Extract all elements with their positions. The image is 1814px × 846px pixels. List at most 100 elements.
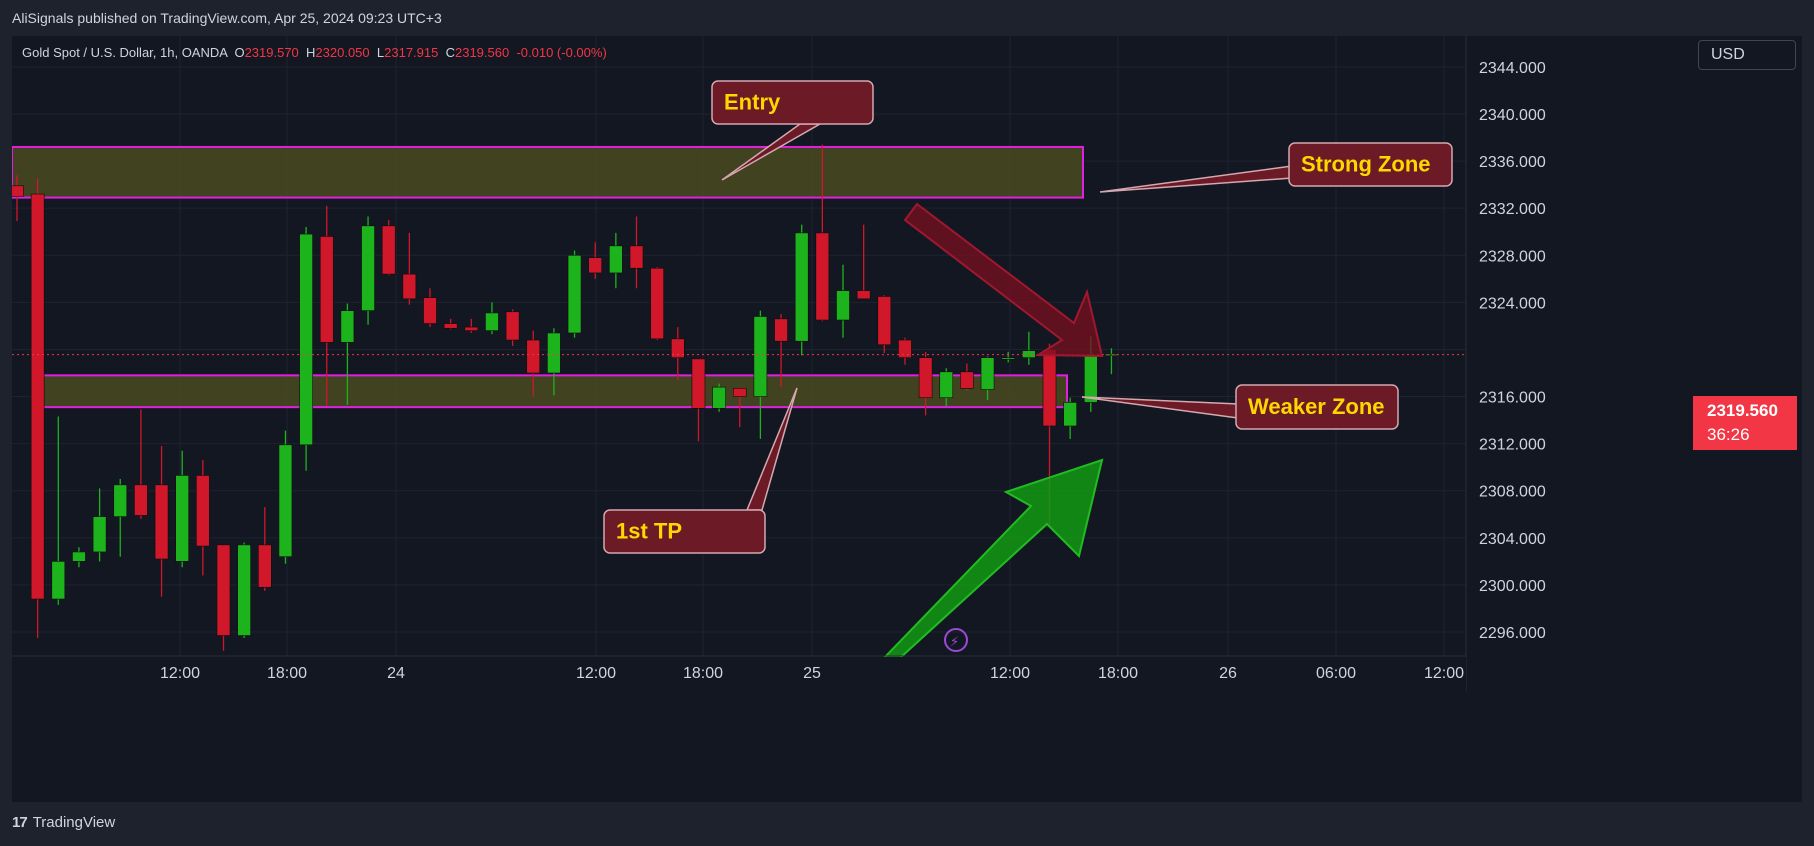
footer: 17 TradingView: [12, 814, 115, 831]
candle-body: [918, 357, 933, 399]
y-tick-label: 2308.000: [1479, 484, 1546, 501]
candle-body: [980, 357, 995, 390]
x-tick-label: 18:00: [1098, 665, 1138, 682]
candle-body: [712, 386, 726, 409]
candle-body: [836, 290, 850, 321]
candle-body: [51, 561, 66, 600]
y-tick-label: 2340.000: [1479, 107, 1546, 124]
candle-body: [278, 444, 293, 557]
candle-body: [1042, 349, 1057, 427]
candle-body: [175, 475, 189, 562]
candle-body: [588, 257, 603, 274]
candle-body: [505, 311, 520, 341]
candle-body: [753, 316, 768, 397]
strong-zone-callout-box[interactable]: [1288, 142, 1453, 187]
close-value: 2319.560: [454, 45, 510, 60]
weaker-zone-callout-pointer: [1081, 396, 1239, 419]
y-tick-label: 2312.000: [1479, 437, 1546, 454]
candle-body: [216, 544, 231, 636]
candle-body: [72, 551, 86, 562]
candle-body: [402, 273, 417, 300]
last-price-label: 2319.560 36:26: [1693, 396, 1797, 450]
candle-body: [361, 225, 375, 311]
y-tick-label: 2328.000: [1479, 248, 1546, 265]
lightning-icon[interactable]: [944, 628, 968, 652]
symbol-title[interactable]: Gold Spot / U.S. Dollar, 1h, OANDA: [22, 45, 228, 60]
candle-body: [1084, 355, 1098, 403]
candle-body: [774, 318, 788, 342]
strong-zone-callout-label: Strong Zone: [1301, 152, 1431, 177]
change-value: -0.010 (-0.00%): [516, 45, 607, 60]
candle-body: [650, 267, 664, 340]
candle-body: [670, 338, 685, 358]
candle-body: [1104, 353, 1119, 356]
x-tick-label: 18:00: [267, 665, 307, 682]
candle-body: [732, 388, 747, 397]
candle-body: [939, 371, 954, 399]
lightning-glyph: ⚡: [950, 635, 959, 650]
weaker-zone-callout-label: Weaker Zone: [1248, 394, 1385, 419]
publisher-line: AliSignals published on TradingView.com,…: [12, 10, 442, 26]
candle-body: [423, 297, 437, 324]
last-price-value: 2319.560: [1707, 401, 1778, 420]
entry-callout-label: Entry: [724, 90, 781, 115]
candle-body: [898, 339, 912, 358]
open-value: 2319.570: [244, 45, 299, 60]
candle-body: [485, 312, 499, 331]
footer-brand[interactable]: TradingView: [32, 814, 116, 831]
strong-zone-callout-pointer: [1099, 165, 1293, 193]
candle-body: [196, 475, 210, 547]
candle-body: [1001, 357, 1016, 360]
y-tick-label: 2324.000: [1479, 295, 1546, 312]
x-tick-label: 25: [803, 665, 821, 682]
candle-body: [381, 225, 396, 275]
x-tick-label: 12:00: [1424, 665, 1464, 682]
candle-body: [547, 332, 561, 374]
y-tick-label: 2344.000: [1479, 60, 1546, 77]
candle-body: [319, 236, 334, 343]
time-axis-bg: [12, 657, 1466, 702]
y-tick-label: 2300.000: [1479, 578, 1546, 595]
up-arrow[interactable]: [881, 458, 1104, 659]
open-label: O: [234, 45, 245, 60]
candle-body: [815, 232, 830, 321]
strong-zone-box[interactable]: [12, 145, 1084, 199]
entry-callout-box[interactable]: [711, 80, 874, 125]
candle-body: [960, 371, 974, 389]
y-tick-label: 2304.000: [1479, 531, 1546, 548]
candle-body: [299, 233, 313, 446]
candle-body: [113, 484, 128, 517]
y-tick-label: 2332.000: [1479, 201, 1546, 218]
first-tp-callout-label: 1st TP: [616, 519, 682, 544]
candle-body: [340, 310, 355, 343]
candle-body: [526, 339, 541, 374]
y-tick-label: 2336.000: [1479, 154, 1546, 171]
candle-body: [134, 484, 148, 516]
candle-body: [856, 290, 871, 300]
first-tp-callout-box[interactable]: [603, 509, 766, 554]
chart-canvas[interactable]: Entry Strong Zone Weaker Zone 1st TP ⚡ 2296.0…: [12, 36, 1802, 802]
candle-body: [1063, 402, 1077, 427]
weaker-zone-callout-box[interactable]: [1235, 384, 1399, 430]
chart-area[interactable]: Entry Strong Zone Weaker Zone 1st TP ⚡ 2296.0…: [12, 36, 1802, 802]
candle-body: [258, 544, 272, 588]
candle-body: [877, 296, 892, 346]
candle-body: [567, 254, 582, 334]
currency-button[interactable]: USD: [1698, 40, 1796, 70]
x-tick-label: 12:00: [990, 665, 1030, 682]
tradingview-logo-icon[interactable]: 17: [12, 814, 28, 831]
x-tick-label: 12:00: [160, 665, 200, 682]
candle-body: [464, 326, 479, 331]
candle-body: [691, 358, 706, 409]
high-value: 2320.050: [315, 45, 370, 60]
candle-body: [609, 245, 623, 274]
y-tick-label: 2296.000: [1479, 625, 1546, 642]
x-tick-label: 12:00: [576, 665, 616, 682]
symbol-legend[interactable]: Gold Spot / U.S. Dollar, 1h, OANDA O2319…: [22, 45, 607, 60]
candle-body: [443, 323, 458, 329]
candle-body: [629, 245, 644, 269]
down-arrow[interactable]: [903, 202, 1104, 358]
low-label: L: [376, 45, 385, 60]
candle-body: [92, 516, 107, 553]
weaker-zone-box[interactable]: [34, 374, 1068, 409]
